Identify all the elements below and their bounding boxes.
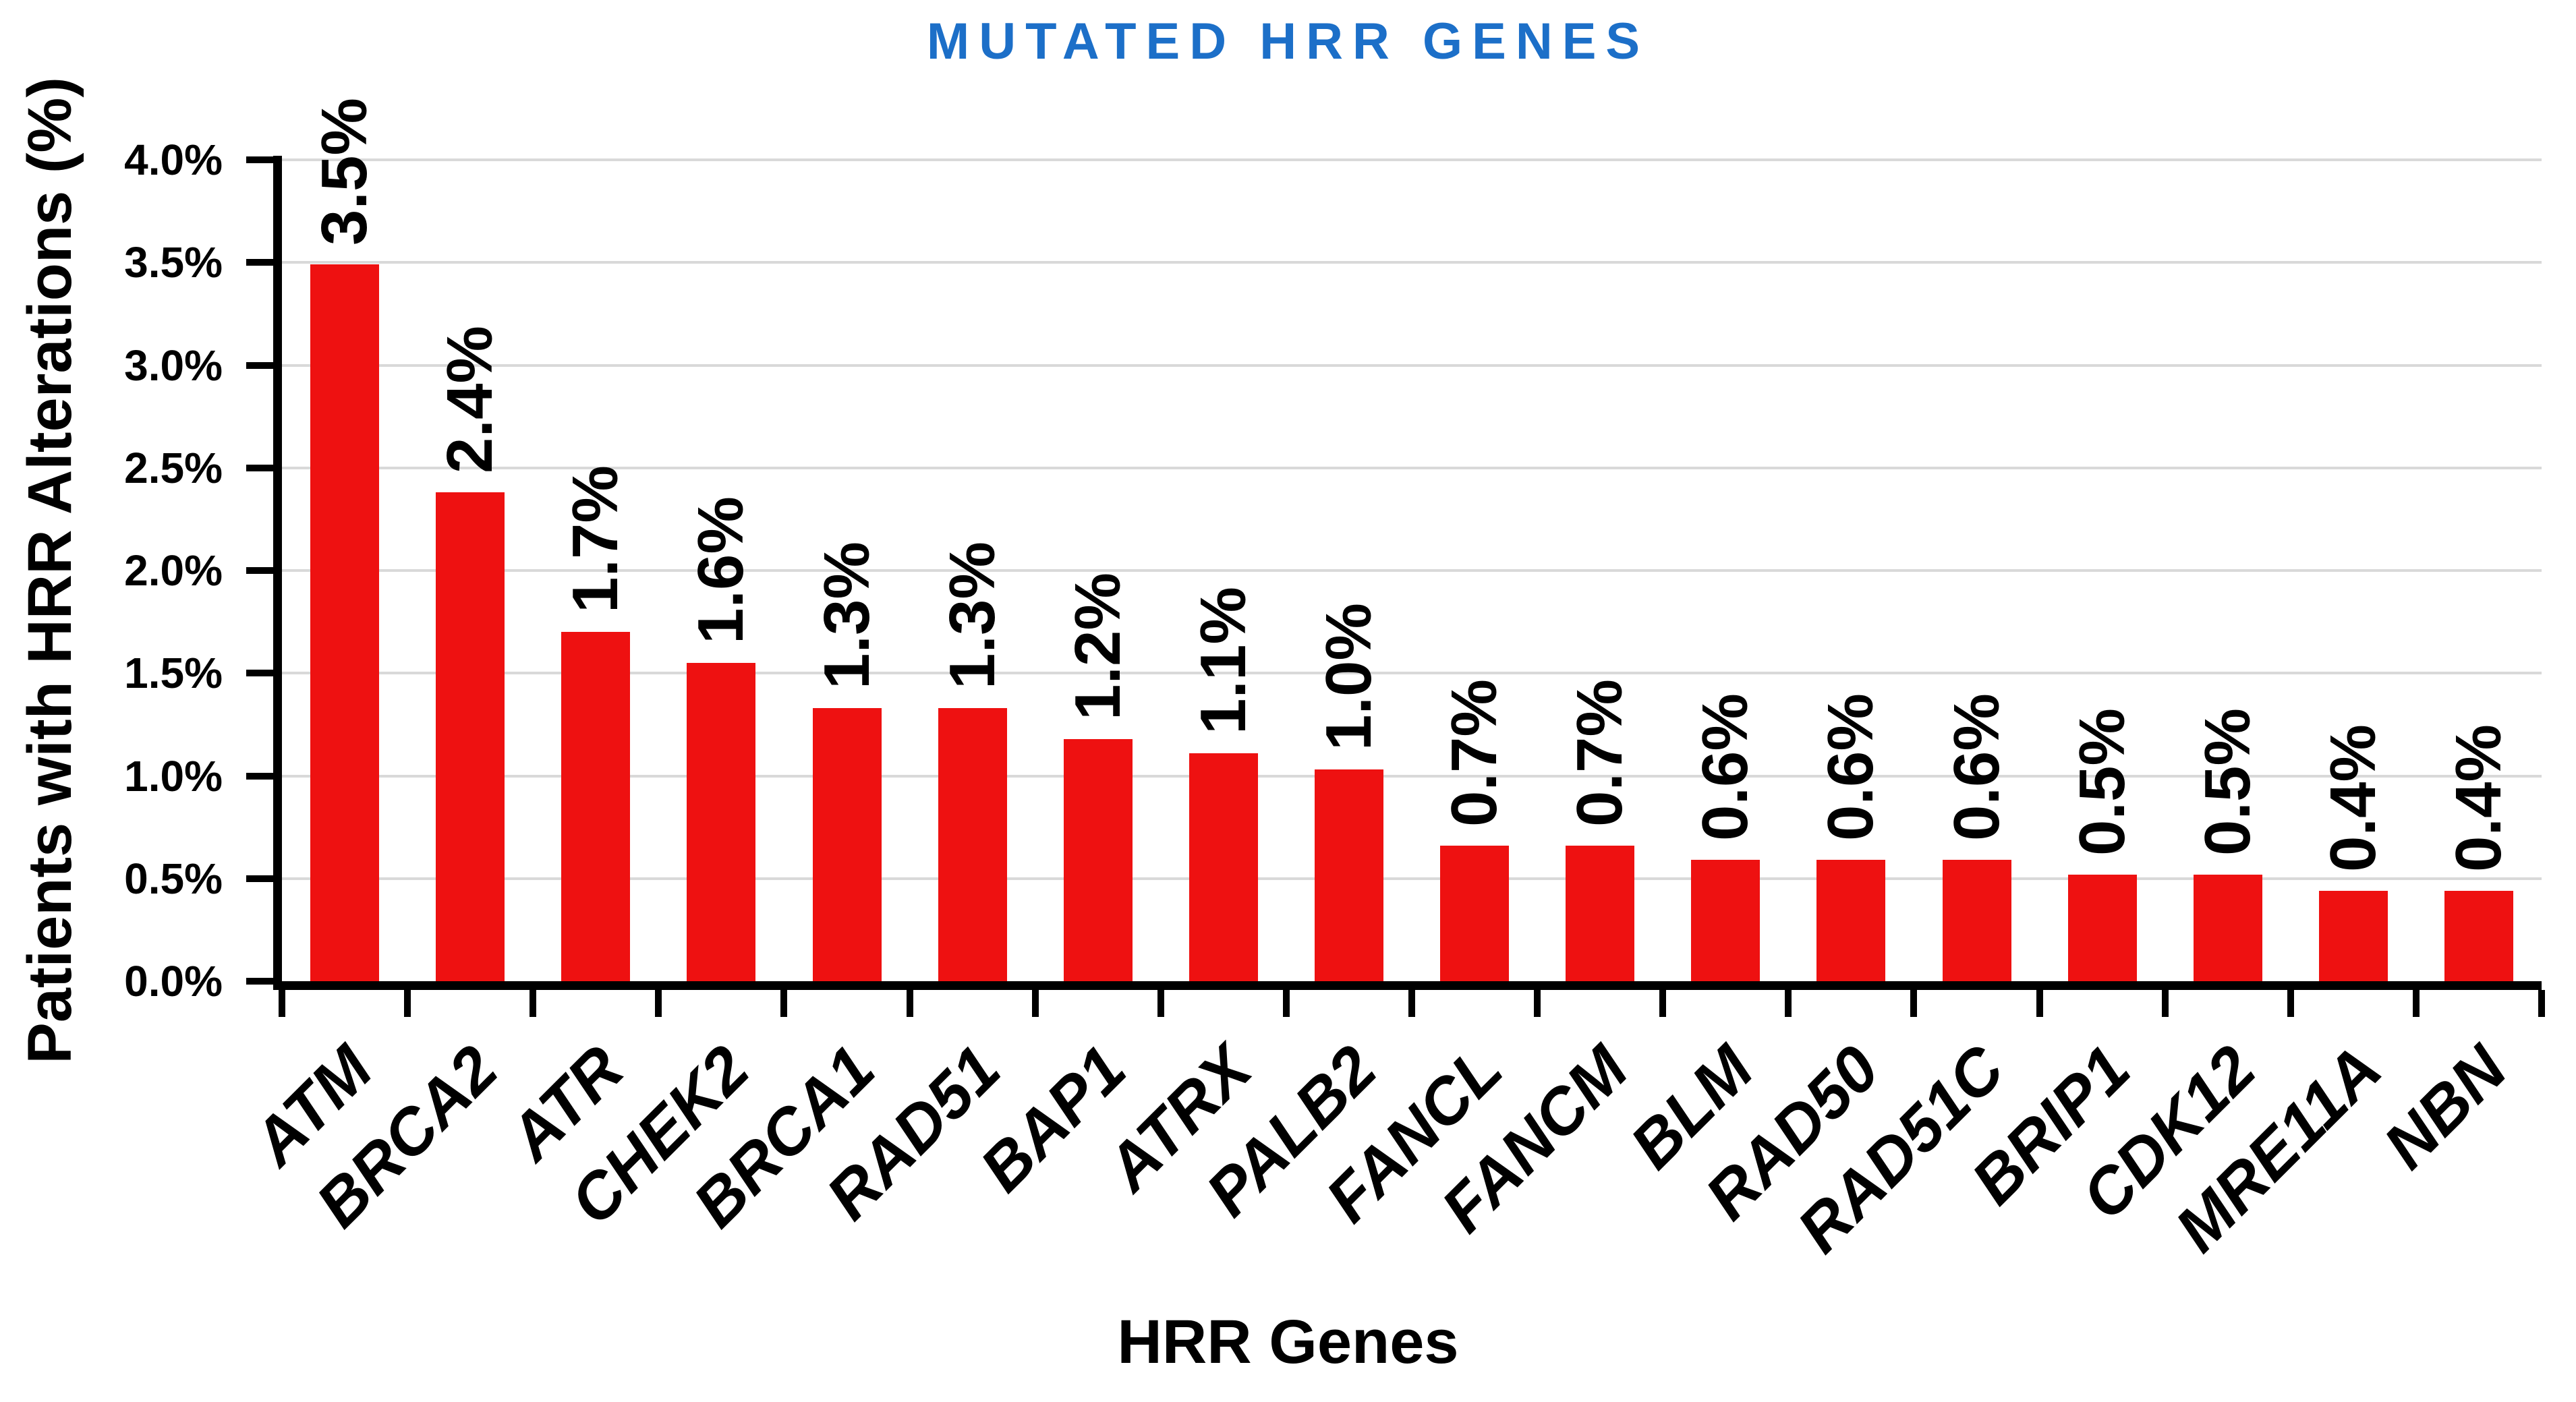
bar-value-label-NBN: 0.4% [2442,724,2515,873]
x-tick-15 [2161,990,2169,1017]
bar-ATM [310,264,380,981]
x-tick-label-NBN: NBN [2370,1032,2521,1183]
x-tick-7 [1157,990,1164,1017]
x-tick-14 [2036,990,2043,1017]
x-tick-5 [906,990,913,1017]
bar-value-label-CHEK2: 1.6% [685,496,757,645]
y-tick-3.5% [246,259,273,266]
gridline-3.0% [282,363,2542,367]
y-tick-3.0% [246,361,273,369]
x-tick-13 [1910,990,1918,1017]
bar-value-label-ATRX: 1.1% [1186,587,1259,735]
x-tick-16 [2287,990,2294,1017]
y-axis-line [273,156,282,990]
bar-FANCL [1440,846,1510,981]
y-tick-label-2.0%: 2.0% [124,546,223,595]
bar-value-label-MRE11A: 0.4% [2316,724,2389,873]
bar-NBN [2444,891,2513,981]
x-tick-label-BAP1: BAP1 [966,1032,1140,1206]
bar-CHEK2 [687,663,756,981]
bar-value-label-FANCL: 0.7% [1438,679,1511,827]
y-tick-2.5% [246,464,273,471]
bar-value-label-RAD51: 1.3% [936,542,1008,690]
bar-value-label-ATR: 1.7% [559,465,632,614]
y-tick-0.5% [246,875,273,882]
bar-value-label-RAD50: 0.6% [1814,693,1887,842]
gridline-1.0% [282,774,2542,778]
bar-ATR [561,632,631,981]
bar-value-label-RAD51C: 0.6% [1940,693,2013,842]
gridline-2.0% [282,569,2542,572]
bar-value-label-BRCA1: 1.3% [810,542,883,690]
gridline-4.0% [282,158,2542,161]
bar-BRCA2 [436,492,505,981]
bar-BRIP1 [2067,874,2137,981]
y-tick-label-3.0%: 3.0% [124,341,223,390]
bar-value-label-FANCM: 0.7% [1564,679,1636,827]
x-axis-line [273,981,2542,990]
y-tick-label-3.5%: 3.5% [124,238,223,287]
bar-BAP1 [1063,738,1133,981]
gridline-0.5% [282,877,2542,880]
bar-FANCM [1566,846,1635,981]
x-tick-11 [1659,990,1667,1017]
bar-RAD51C [1942,860,2011,981]
bar-value-label-BLM: 0.6% [1689,693,1762,842]
bar-value-label-CDK12: 0.5% [2191,707,2264,856]
x-tick-3 [655,990,662,1017]
bar-RAD50 [1816,860,1886,981]
y-tick-2.0% [246,567,273,574]
bar-MRE11A [2318,891,2388,981]
bar-BLM [1691,860,1761,981]
y-tick-label-2.5%: 2.5% [124,443,223,492]
x-tick-9 [1408,990,1415,1017]
y-tick-label-0.5%: 0.5% [124,854,223,903]
bar-BRCA1 [812,708,882,981]
y-tick-label-1.5%: 1.5% [124,649,223,698]
x-tick-8 [1282,990,1290,1017]
x-tick-17 [2412,990,2420,1017]
y-tick-label-1.0%: 1.0% [124,751,223,800]
bar-PALB2 [1314,769,1383,981]
x-tick-10 [1534,990,1541,1017]
x-tick-12 [1785,990,1792,1017]
chart-title: MUTATED HRR GENES [926,13,1650,70]
bar-RAD51 [938,708,1007,981]
x-tick-4 [780,990,788,1017]
gridline-1.5% [282,672,2542,675]
gridline-2.5% [282,466,2542,469]
y-tick-1.0% [246,772,273,780]
x-axis-title: HRR Genes [1117,1308,1459,1376]
bar-value-label-BRIP1: 0.5% [2065,707,2138,856]
y-tick-label-4.0%: 4.0% [124,136,223,184]
x-tick-0 [279,990,285,1017]
y-tick-label-0.0%: 0.0% [124,957,223,1005]
plot-area: 0.0% 0.5% 1.0% 1.5% 2.0% 2.5% 3.0% 3.5% 4.0% 3.5%… [124,98,2545,1266]
y-tick-4.0% [246,156,273,163]
x-tick-2 [529,990,537,1017]
y-axis-title-wrap: Patients with HRR Alterations (%) [9,77,90,1064]
y-tick-0.0% [246,978,273,985]
y-tick-1.5% [246,670,273,677]
x-tick-18 [2538,990,2545,1017]
x-tick-6 [1031,990,1039,1017]
y-axis-title: Patients with HRR Alterations (%) [16,77,84,1064]
bar-value-label-PALB2: 1.0% [1312,603,1385,751]
gridline-3.5% [282,261,2542,264]
bar-value-label-ATM: 3.5% [308,98,381,246]
x-tick-1 [404,990,411,1017]
bar-CDK12 [2193,874,2262,981]
bar-value-label-BAP1: 1.2% [1061,572,1134,720]
bar-ATRX [1189,753,1258,981]
bar-value-label-BRCA2: 2.4% [434,326,507,474]
